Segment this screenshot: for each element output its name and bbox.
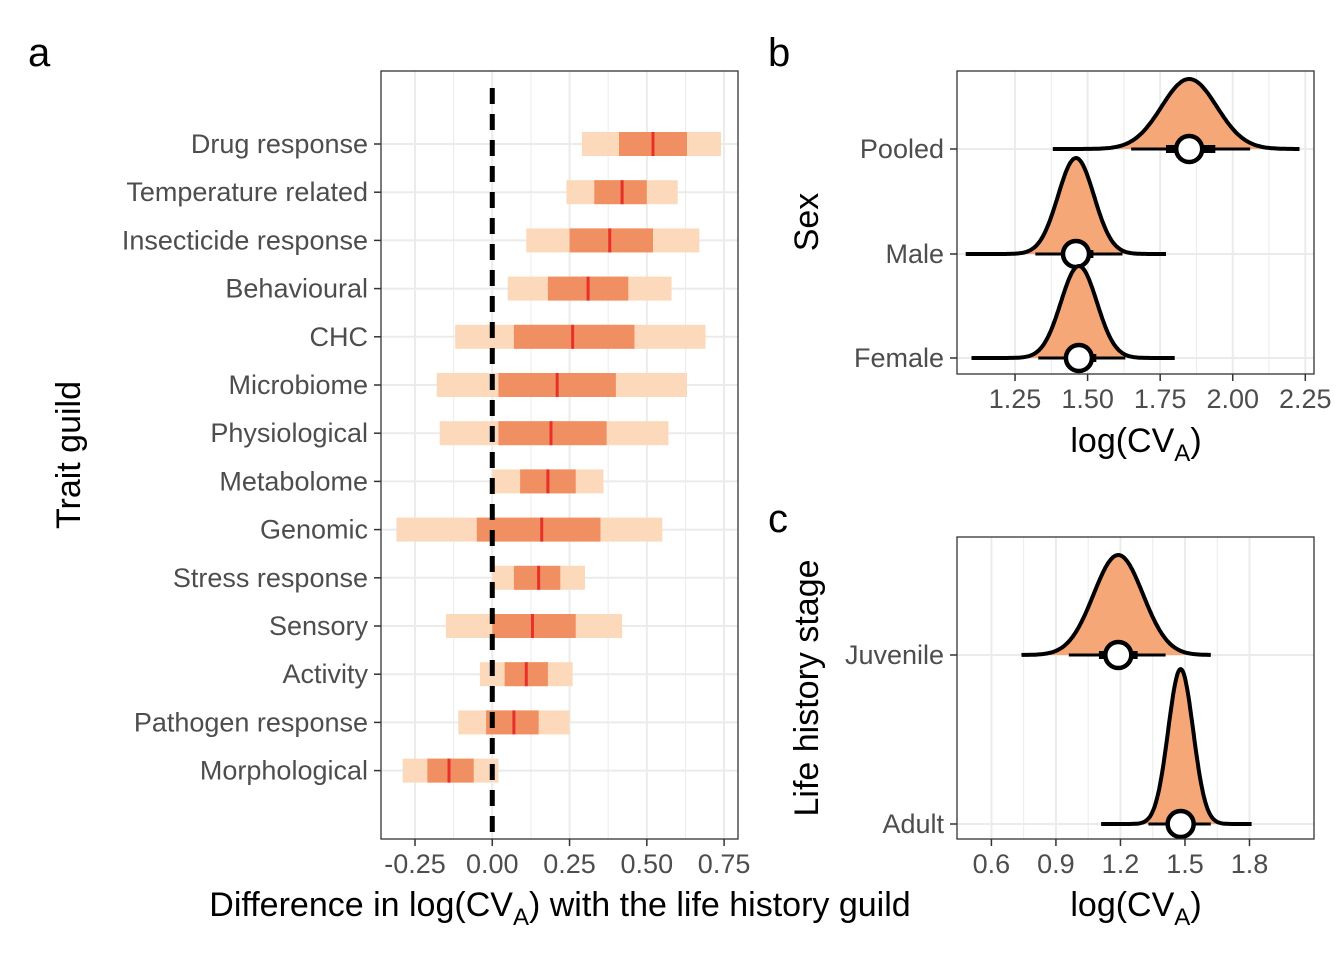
y-tick-label: Physiological	[210, 418, 368, 448]
interval-inner-bar	[492, 614, 576, 638]
panel-a-x-axis-title: Difference in log(CVA) with the life his…	[209, 886, 910, 931]
density-fill	[965, 158, 1166, 254]
y-tick-label: Behavioural	[225, 274, 368, 304]
density-outline	[971, 264, 1176, 360]
x-tick-label: 1.75	[1134, 384, 1187, 414]
interval-inner-bar	[513, 324, 635, 349]
panel-b-background	[957, 71, 1314, 374]
density-outline	[1020, 553, 1212, 657]
panel-a-y-axis-title: Trait guild	[50, 381, 88, 529]
x-tick-label: 0.9	[1037, 849, 1075, 879]
y-tick-label: Temperature related	[126, 177, 368, 207]
y-tick-label: Genomic	[260, 515, 368, 545]
panel-b-density-chart: Pooled Male Female 1.25 1.50 1.75 2.00 2.25	[854, 70, 1332, 414]
y-tick-label: Pooled	[860, 134, 944, 164]
density-median-point	[1063, 342, 1095, 374]
x-tick-label: -0.25	[384, 849, 446, 879]
panel-b-y-axis-title: Sex	[788, 193, 826, 252]
y-tick-label: Sensory	[269, 611, 369, 641]
x-tick-label: 1.50	[1061, 384, 1114, 414]
density-median-point	[1165, 808, 1196, 840]
y-tick-label: Pathogen response	[134, 707, 368, 737]
panel-c-border	[956, 536, 1315, 840]
panel-a-letter: a	[28, 31, 51, 75]
panel-c-y-axis-title: Life history stage	[788, 559, 826, 816]
x-tick-label: 0.00	[466, 849, 519, 879]
panel-b-letter: b	[768, 31, 790, 75]
y-tick-label: Insecticide response	[122, 225, 368, 255]
panel-b-border	[956, 70, 1315, 375]
x-tick-label: 1.8	[1231, 849, 1269, 879]
y-tick-label: Drug response	[191, 129, 368, 159]
density-median-point	[1103, 639, 1134, 671]
panel-c-density-chart: Juvenile Adult 0.6 0.9 1.2 1.5 1.8	[845, 536, 1315, 879]
y-tick-label: Female	[854, 343, 944, 373]
y-tick-label: Activity	[282, 659, 368, 689]
interval-inner-bar	[594, 180, 647, 205]
density-outline	[1052, 77, 1300, 151]
y-tick-label: Male	[885, 239, 944, 269]
x-tick-label: 1.2	[1102, 849, 1140, 879]
panel-c-letter: c	[768, 497, 788, 541]
y-tick-label: Stress response	[173, 563, 368, 593]
panel-a-interval-chart: Drug response Temperature related Insectic…	[122, 70, 751, 879]
x-tick-label: 0.50	[621, 849, 674, 879]
interval-inner-bar	[427, 758, 474, 783]
interval-inner-bar	[513, 565, 561, 590]
interval-inner-bar	[476, 517, 601, 542]
y-tick-label: Adult	[882, 809, 944, 839]
y-tick-label: Juvenile	[845, 640, 944, 670]
density-fill	[1052, 79, 1300, 149]
y-tick-label: Microbiome	[228, 370, 368, 400]
density-fill	[1021, 555, 1211, 655]
panel-b-x-axis-title: log(CVA)	[1070, 422, 1201, 467]
density-fill	[971, 266, 1175, 358]
interval-inner-bar	[498, 421, 607, 446]
x-tick-label: 1.5	[1166, 849, 1204, 879]
x-tick-label: 1.25	[989, 384, 1042, 414]
x-tick-label: 0.25	[543, 849, 596, 879]
x-tick-label: 2.25	[1279, 384, 1332, 414]
y-tick-label: Metabolome	[219, 466, 368, 496]
x-tick-label: 0.75	[698, 849, 751, 879]
density-outline	[1100, 667, 1253, 826]
density-median-point	[1060, 238, 1092, 270]
interval-inner-bar	[569, 228, 653, 253]
interval-inner-bar	[486, 710, 539, 735]
y-tick-label: CHC	[310, 322, 369, 352]
y-tick-label: Morphological	[200, 756, 368, 786]
density-outline	[965, 156, 1167, 256]
panel-a-border	[380, 70, 739, 840]
density-fill	[1101, 669, 1252, 824]
density-median-point	[1173, 133, 1205, 165]
panel-c-x-axis-title: log(CVA)	[1070, 886, 1201, 931]
x-tick-label: 2.00	[1206, 384, 1259, 414]
x-tick-label: 0.6	[973, 849, 1011, 879]
